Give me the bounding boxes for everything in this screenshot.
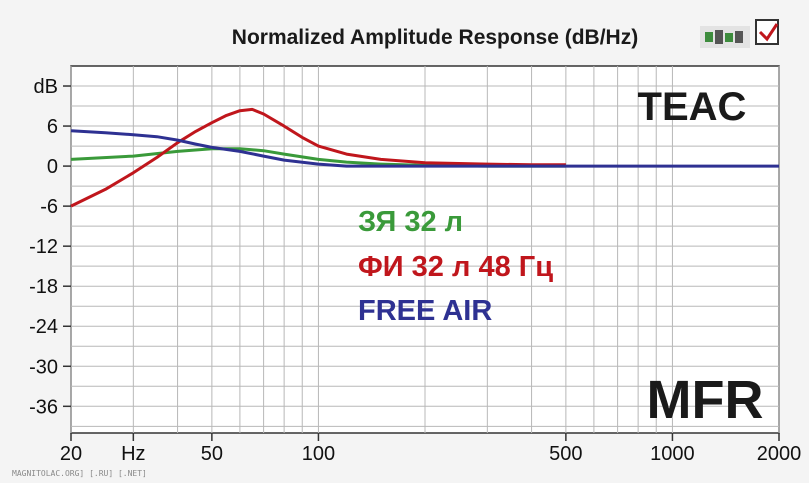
y-tick-label: -24 xyxy=(29,316,58,338)
y-tick-label: -6 xyxy=(40,196,58,218)
y-tick-label: -18 xyxy=(29,276,58,298)
x-axis: 20 Hz 50 100 500 1000 2000 xyxy=(60,433,801,465)
grid xyxy=(70,66,780,433)
y-tick-label: -12 xyxy=(29,236,58,258)
x-tick-label: 20 xyxy=(60,443,82,465)
series-line-2 xyxy=(70,107,566,208)
y-tick-label: 6 xyxy=(47,116,58,138)
legend-entry-3: FREE AIR xyxy=(358,295,492,327)
logo-graphic xyxy=(700,19,779,48)
x-tick-label: 1000 xyxy=(650,443,695,465)
x-tick-label: 100 xyxy=(302,443,335,465)
legend-entry-1: ЗЯ 32 л xyxy=(358,206,463,238)
x-tick-label: 500 xyxy=(549,443,582,465)
series-layer xyxy=(70,107,779,208)
y-tick-label: 0 xyxy=(47,156,58,178)
y-tick-label: -36 xyxy=(29,396,58,418)
watermark: MAGNITOLAC.ORG] [.RU] [.NET] xyxy=(12,469,147,478)
y-tick-label: dB xyxy=(34,76,58,98)
legend-entry-2: ФИ 32 л 48 Гц xyxy=(358,251,553,283)
badge-label: MFR xyxy=(647,370,764,430)
series-line-3 xyxy=(70,129,779,168)
x-tick-label: 2000 xyxy=(757,443,802,465)
y-tick-label: -30 xyxy=(29,356,58,378)
x-tick-label: Hz xyxy=(121,443,145,465)
brand-label: TEAC xyxy=(638,85,747,129)
x-tick-label: 50 xyxy=(201,443,223,465)
chart-title: Normalized Amplitude Response (dB/Hz) xyxy=(232,26,638,49)
y-axis: dB 6 0 -6 -12 -18 -24 -30 -36 xyxy=(29,76,71,418)
